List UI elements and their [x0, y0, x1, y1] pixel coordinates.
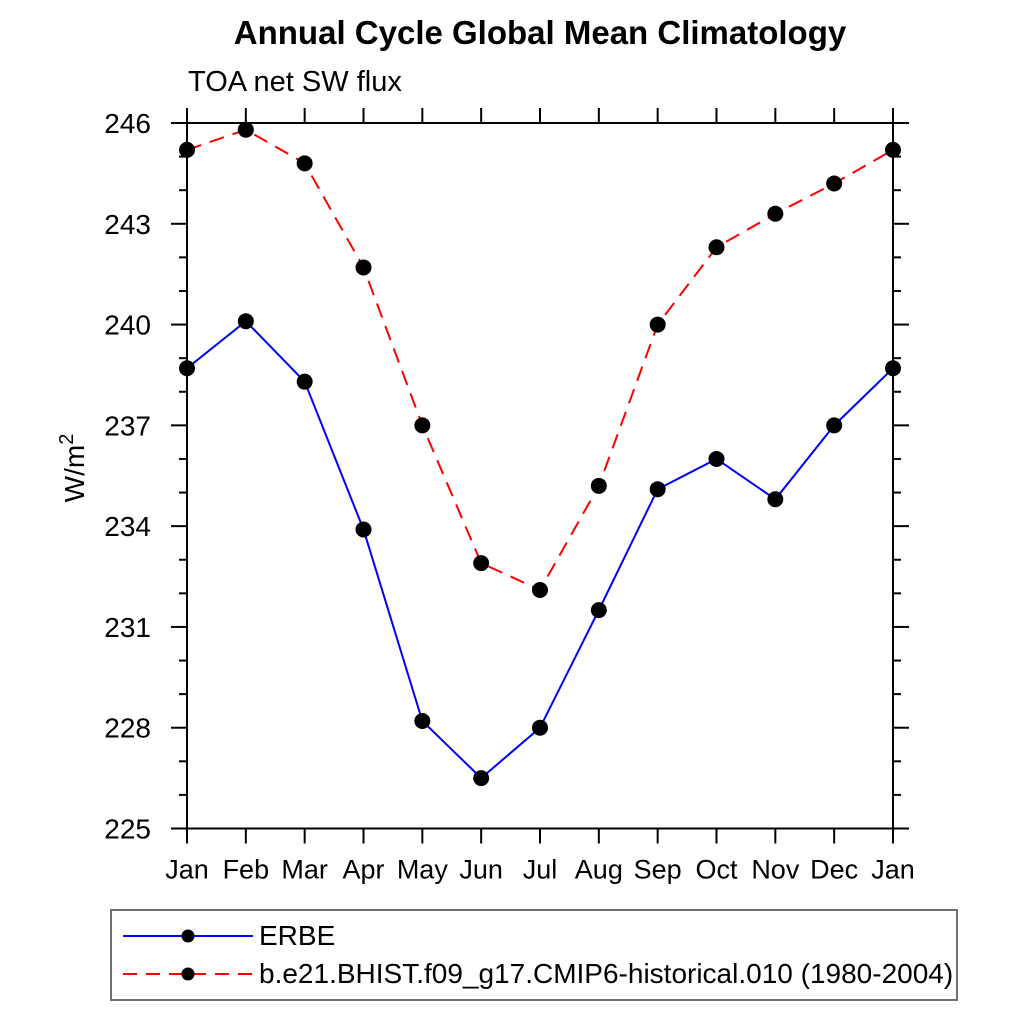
- y-tick-label: 225: [104, 814, 151, 845]
- data-point-marker: [590, 477, 607, 494]
- data-point-marker: [590, 602, 607, 619]
- data-point-marker: [179, 141, 195, 158]
- data-point-marker: [767, 491, 784, 508]
- x-tick-label: Mar: [281, 855, 328, 885]
- y-tick-label: 234: [104, 511, 151, 542]
- data-point-marker: [532, 581, 548, 598]
- data-point-marker: [708, 450, 725, 467]
- legend-sample-erbe: [123, 929, 253, 943]
- data-point-marker: [473, 770, 490, 787]
- chart-subtitle: TOA net SW flux: [188, 66, 402, 98]
- x-tick-label: Sep: [634, 855, 682, 885]
- data-point-marker: [296, 373, 313, 390]
- legend-box: ERBE b.e21.BHIST.f09_g17.CMIP6-historica…: [110, 909, 958, 1001]
- data-point-marker: [237, 121, 254, 138]
- data-point-marker: [885, 360, 901, 377]
- legend-circle-marker: [181, 967, 195, 981]
- legend-item-model: b.e21.BHIST.f09_g17.CMIP6-historical.010…: [119, 958, 956, 989]
- y-tick-label: 231: [104, 612, 151, 643]
- data-point-marker: [179, 360, 195, 377]
- chart-title: Annual Cycle Global Mean Climatology: [233, 14, 847, 51]
- y-tick-label: 237: [104, 410, 151, 441]
- data-point-marker: [473, 555, 490, 572]
- x-tick-label: Jan: [871, 855, 915, 885]
- data-point-marker: [826, 417, 843, 434]
- x-tick-label: Jun: [459, 855, 503, 885]
- y-tick-label: 240: [104, 310, 151, 341]
- legend-label-erbe: ERBE: [259, 920, 336, 951]
- data-point-marker: [355, 259, 372, 276]
- legend-circle-marker: [181, 929, 195, 943]
- plot-area: W/m2 225 228 231 234 237 240 243 246 Jan Feb Mar Ap…: [56, 108, 915, 885]
- x-tick-label: Nov: [751, 855, 800, 885]
- legend-item-erbe: ERBE: [119, 920, 956, 951]
- data-point-marker: [708, 239, 725, 256]
- data-point-marker: [649, 316, 666, 333]
- data-point-marker: [237, 313, 254, 330]
- x-tick-label: Oct: [695, 855, 738, 885]
- x-tick-label: Jan: [165, 855, 209, 885]
- x-tick-label: May: [397, 855, 449, 885]
- data-point-marker: [649, 481, 666, 498]
- data-point-marker: [885, 141, 901, 158]
- data-point-marker: [355, 521, 372, 538]
- y-tick-label: 243: [104, 209, 151, 240]
- x-tick-label: Feb: [223, 855, 270, 885]
- model-series-line: [186, 128, 894, 592]
- y-axis-label: W/m2: [56, 434, 90, 503]
- y-tick-label: 228: [104, 713, 151, 744]
- x-tick-label: Jul: [523, 855, 558, 885]
- data-point-marker: [414, 712, 431, 729]
- x-tick-label: Apr: [342, 855, 384, 885]
- x-tick-label: Dec: [810, 855, 858, 885]
- y-tick-label: 246: [104, 108, 151, 139]
- legend-label-model: b.e21.BHIST.f09_g17.CMIP6-historical.010…: [259, 958, 954, 989]
- y-axis-label-superscript: 2: [56, 434, 78, 445]
- data-point-marker: [414, 417, 431, 434]
- erbe-series-line: [186, 319, 894, 780]
- data-point-marker: [296, 155, 313, 172]
- legend-sample-model: [123, 967, 253, 981]
- data-point-marker: [767, 205, 784, 222]
- y-axis-label-base: W/m: [59, 445, 90, 503]
- data-point-marker: [826, 175, 843, 192]
- data-point-marker: [532, 719, 548, 736]
- x-tick-label: Aug: [575, 855, 623, 885]
